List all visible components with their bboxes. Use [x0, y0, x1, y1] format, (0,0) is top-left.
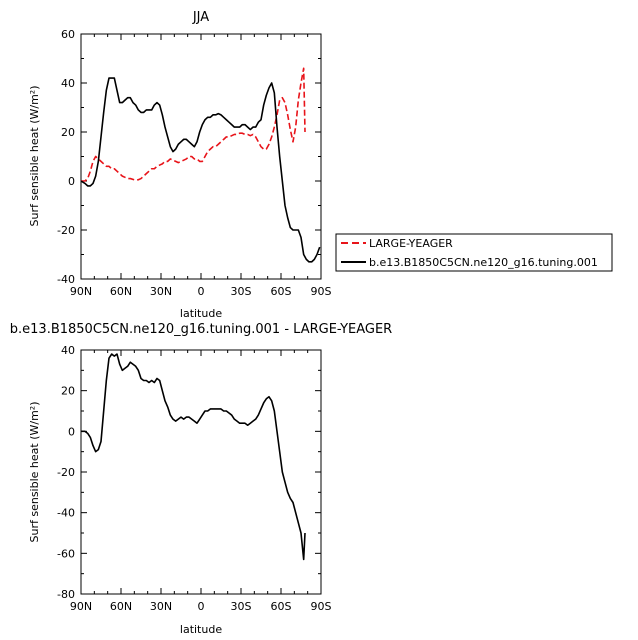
y-tick-label: -40	[57, 507, 75, 520]
top-panel: JJA 90N 60N 30N 0 30S 60S 90S -40 -20 0 20 40 60 la…	[28, 10, 332, 320]
y-tick-label: 40	[61, 77, 75, 90]
bottom-panel: b.e13.B1850C5CN.ne120_g16.tuning.001 - L…	[10, 322, 392, 636]
x-tick-label: 90N	[70, 285, 92, 298]
top-x-tick-labels: 90N 60N 30N 0 30S 60S 90S	[70, 285, 332, 298]
y-tick-label: 20	[61, 126, 75, 139]
x-tick-label: 90N	[70, 600, 92, 613]
y-tick-label: 40	[61, 344, 75, 357]
top-series-lines	[80, 67, 321, 263]
top-axis-ticks	[80, 33, 322, 280]
legend-box	[335, 233, 613, 272]
top-plot-frame	[80, 33, 322, 280]
top-y-tick-labels: -40 -20 0 20 40 60	[57, 28, 75, 286]
x-tick-label: 60N	[110, 600, 132, 613]
series-line-difference	[81, 353, 306, 561]
y-tick-label: -40	[57, 273, 75, 286]
top-y-axis-label: Surf sensible heat (W/m²)	[28, 86, 41, 227]
bottom-x-axis-label: latitude	[180, 623, 222, 636]
y-tick-label: 60	[61, 28, 75, 41]
y-tick-label: -60	[57, 547, 75, 560]
x-tick-label: 30S	[231, 600, 252, 613]
bottom-panel-title: b.e13.B1850C5CN.ne120_g16.tuning.001 - L…	[10, 322, 392, 337]
x-tick-label: 30N	[150, 285, 172, 298]
legend-label-large-yeager: LARGE-YEAGER	[369, 237, 453, 250]
top-x-axis-label: latitude	[180, 307, 222, 320]
legend-label-model: b.e13.B1850C5CN.ne120_g16.tuning.001	[369, 256, 598, 269]
x-tick-label: 90S	[311, 600, 332, 613]
x-tick-label: 60S	[271, 600, 292, 613]
bottom-plot-frame	[80, 349, 322, 595]
bottom-y-axis-label: Surf sensible heat (W/m²)	[28, 402, 41, 543]
y-tick-label: -20	[57, 224, 75, 237]
bottom-axis-ticks	[80, 349, 322, 595]
x-tick-label: 0	[198, 600, 205, 613]
y-tick-label: 0	[68, 425, 75, 438]
y-tick-label: 20	[61, 385, 75, 398]
x-tick-label: 90S	[311, 285, 332, 298]
x-tick-label: 30S	[231, 285, 252, 298]
top-panel-title: JJA	[192, 10, 209, 25]
bottom-x-tick-labels: 90N 60N 30N 0 30S 60S 90S	[70, 600, 332, 613]
series-line-large-yeager	[81, 67, 306, 182]
bottom-series-lines	[81, 353, 306, 561]
x-tick-label: 60S	[271, 285, 292, 298]
bottom-y-tick-labels: -80 -60 -40 -20 0 20 40	[57, 344, 75, 601]
x-tick-label: 30N	[150, 600, 172, 613]
x-tick-label: 60N	[110, 285, 132, 298]
y-tick-label: -80	[57, 588, 75, 601]
y-tick-label: -20	[57, 466, 75, 479]
series-line-model	[80, 77, 321, 263]
x-tick-label: 0	[198, 285, 205, 298]
y-tick-label: 0	[68, 175, 75, 188]
legend: LARGE-YEAGER b.e13.B1850C5CN.ne120_g16.t…	[335, 233, 613, 272]
